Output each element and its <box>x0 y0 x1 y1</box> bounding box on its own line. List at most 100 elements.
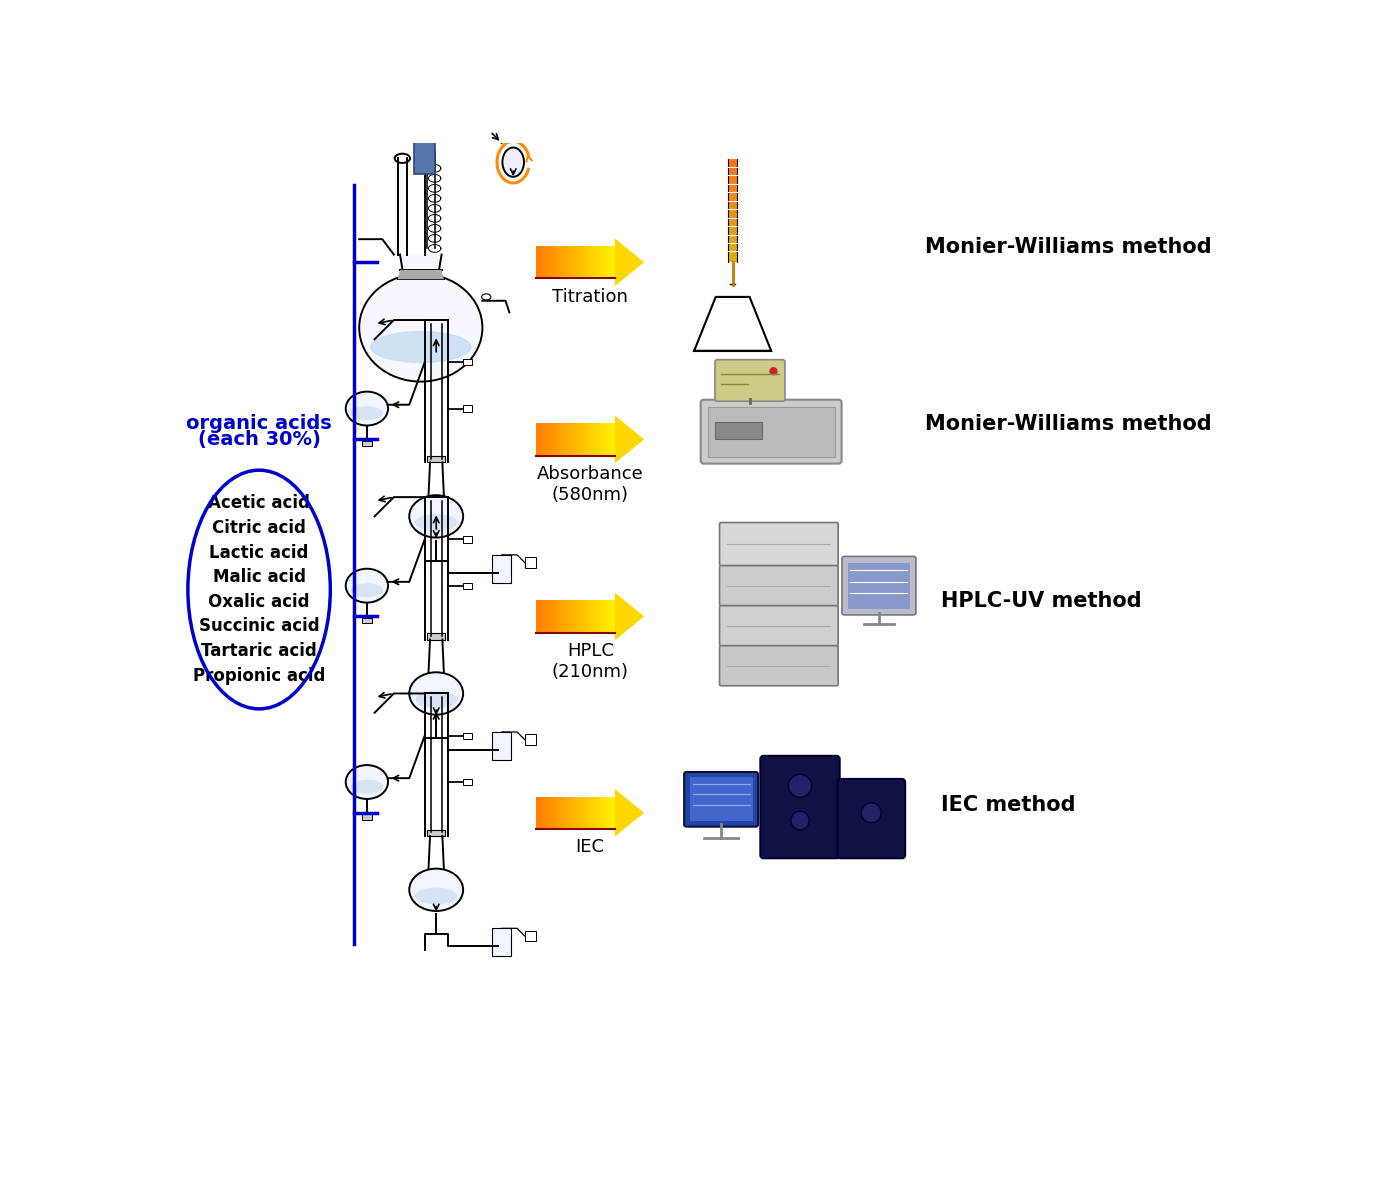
Bar <box>590 247 591 279</box>
Bar <box>558 600 561 632</box>
Bar <box>590 797 591 829</box>
Bar <box>605 423 607 455</box>
Bar <box>548 797 551 829</box>
Bar <box>577 600 580 632</box>
Bar <box>524 930 537 941</box>
Ellipse shape <box>351 406 383 420</box>
Bar <box>538 247 541 279</box>
Bar <box>414 127 435 174</box>
Bar <box>591 797 594 829</box>
Ellipse shape <box>502 148 524 176</box>
Bar <box>573 247 576 279</box>
Bar <box>591 247 594 279</box>
Bar <box>548 423 551 455</box>
Bar <box>612 423 615 455</box>
Bar <box>463 536 473 543</box>
Ellipse shape <box>410 495 463 537</box>
Bar <box>558 797 561 829</box>
Bar <box>554 797 556 829</box>
Bar <box>544 247 547 279</box>
FancyBboxPatch shape <box>714 360 786 401</box>
Bar <box>552 600 555 632</box>
Bar <box>728 247 737 251</box>
Bar <box>572 423 575 455</box>
Bar <box>600 247 601 279</box>
Bar <box>492 732 510 760</box>
Bar <box>728 174 737 179</box>
Bar <box>603 423 605 455</box>
Bar <box>569 247 572 279</box>
Bar <box>544 797 547 829</box>
Bar <box>591 423 594 455</box>
Bar <box>612 797 615 829</box>
Bar <box>576 423 577 455</box>
Text: HPLC-UV method: HPLC-UV method <box>941 591 1141 611</box>
Ellipse shape <box>415 691 457 709</box>
Bar <box>586 247 587 279</box>
Ellipse shape <box>410 672 463 715</box>
Bar <box>576 247 577 279</box>
Bar <box>593 600 596 632</box>
Bar <box>605 797 607 829</box>
Bar <box>572 247 575 279</box>
Bar <box>728 200 737 205</box>
Bar <box>552 247 555 279</box>
Bar <box>577 423 580 455</box>
Bar <box>563 247 566 279</box>
Bar <box>569 600 572 632</box>
Text: Absorbance
(580nm): Absorbance (580nm) <box>537 464 643 504</box>
Text: Lactic acid: Lactic acid <box>210 543 309 562</box>
Bar <box>728 211 737 216</box>
Ellipse shape <box>415 887 457 904</box>
Bar <box>362 618 372 623</box>
FancyBboxPatch shape <box>720 606 839 646</box>
Bar <box>556 600 558 632</box>
Bar <box>492 928 510 956</box>
Bar <box>603 600 605 632</box>
Bar <box>563 600 566 632</box>
Bar <box>538 423 541 455</box>
Polygon shape <box>615 593 644 641</box>
Bar <box>572 600 575 632</box>
Ellipse shape <box>482 294 491 300</box>
Bar <box>728 194 737 200</box>
Bar <box>540 423 542 455</box>
Ellipse shape <box>770 368 777 375</box>
Bar <box>554 600 556 632</box>
Bar <box>583 247 586 279</box>
Ellipse shape <box>370 331 471 362</box>
Bar <box>463 582 473 588</box>
Bar <box>610 423 611 455</box>
Bar <box>426 634 446 640</box>
Bar <box>597 797 600 829</box>
Bar <box>558 423 561 455</box>
Bar <box>573 797 576 829</box>
Bar <box>554 423 556 455</box>
FancyBboxPatch shape <box>700 400 842 463</box>
Bar <box>728 158 737 163</box>
Ellipse shape <box>861 803 881 823</box>
Bar <box>612 600 615 632</box>
Bar <box>576 600 577 632</box>
Bar <box>597 247 600 279</box>
Bar <box>540 600 542 632</box>
Ellipse shape <box>345 569 389 603</box>
Text: Succinic acid: Succinic acid <box>199 617 319 636</box>
Bar <box>601 797 604 829</box>
Bar <box>590 600 591 632</box>
Bar <box>362 815 372 819</box>
Bar <box>689 778 752 822</box>
Bar <box>583 797 586 829</box>
Ellipse shape <box>345 765 389 799</box>
Bar <box>587 600 590 632</box>
Polygon shape <box>397 270 445 279</box>
Ellipse shape <box>791 811 809 830</box>
Bar <box>540 797 542 829</box>
Bar <box>463 360 473 366</box>
Ellipse shape <box>351 584 383 597</box>
Bar <box>728 231 737 236</box>
Bar <box>547 423 548 455</box>
Text: Malic acid: Malic acid <box>212 568 306 586</box>
Ellipse shape <box>410 868 463 911</box>
Bar <box>612 247 615 279</box>
